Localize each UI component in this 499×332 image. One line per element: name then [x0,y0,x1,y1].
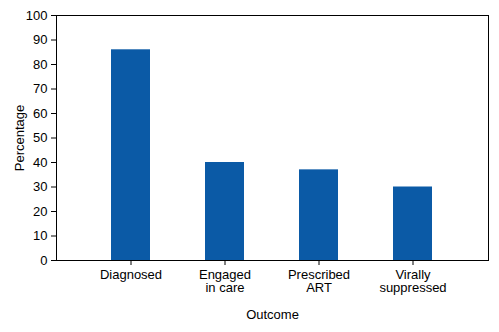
svg-text:Percentage: Percentage [12,105,27,172]
svg-text:Outcome: Outcome [246,307,299,322]
svg-text:10: 10 [33,228,47,243]
svg-text:0: 0 [40,253,47,268]
svg-text:Engagedin care: Engagedin care [199,267,251,295]
svg-text:60: 60 [33,106,47,121]
svg-text:Diagnosed: Diagnosed [100,267,162,282]
svg-text:20: 20 [33,204,47,219]
svg-text:80: 80 [33,57,47,72]
svg-text:40: 40 [33,155,47,170]
svg-text:30: 30 [33,179,47,194]
svg-text:100: 100 [26,8,48,23]
svg-text:90: 90 [33,32,47,47]
svg-text:50: 50 [33,130,47,145]
svg-text:70: 70 [33,81,47,96]
svg-text:PrescribedART: PrescribedART [288,267,350,295]
svg-text:Virallysuppressed: Virallysuppressed [379,267,446,295]
